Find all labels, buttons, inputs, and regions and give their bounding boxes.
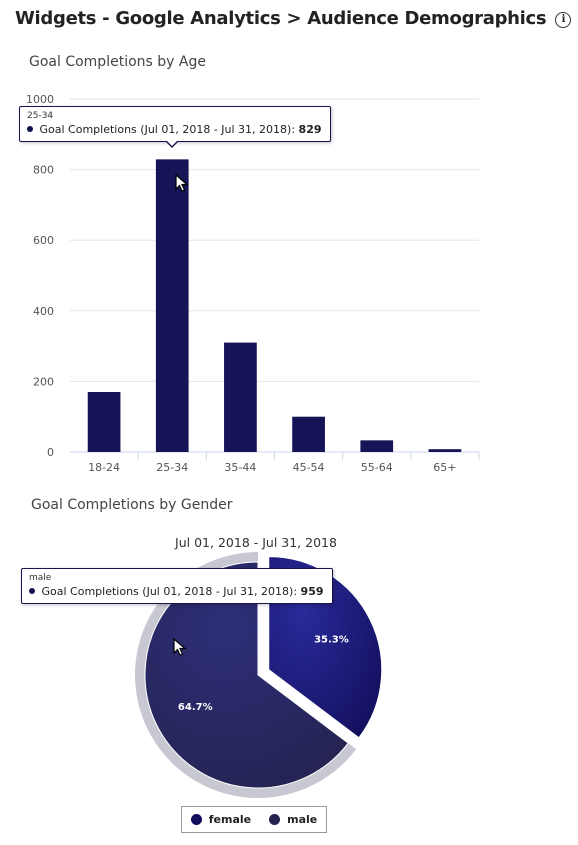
tooltip-series: Goal Completions (Jul 01, 2018 - Jul 31,…: [39, 123, 296, 136]
bar-55-64: [360, 440, 394, 452]
page-title: Widgets - Google Analytics > Audience De…: [15, 8, 572, 29]
bar-18-24: [87, 391, 121, 452]
y-tick-label: 200: [33, 375, 54, 388]
gender-chart-title: Goal Completions by Gender: [31, 497, 233, 513]
legend-item-male[interactable]: male: [269, 813, 317, 826]
age-chart-tooltip: 25-34 Goal Completions (Jul 01, 2018 - J…: [19, 106, 331, 148]
y-tick-label: 600: [33, 234, 54, 247]
page-title-text: Widgets - Google Analytics > Audience De…: [15, 8, 547, 29]
tooltip-series: Goal Completions (Jul 01, 2018 - Jul 31,…: [41, 585, 298, 598]
bar-25-34: [155, 159, 189, 452]
age-chart-title: Goal Completions by Age: [29, 54, 206, 70]
legend-label-female: female: [208, 813, 252, 826]
slice-label-female: 35.3%: [314, 634, 349, 645]
gender-chart-subtitle: Jul 01, 2018 - Jul 31, 2018: [175, 535, 337, 550]
x-tick-label: 45-54: [293, 461, 325, 474]
x-tick-label: 25-34: [156, 461, 188, 474]
gender-legend: female male: [181, 806, 327, 833]
tooltip-value: 829: [298, 123, 322, 136]
tooltip-category: male: [29, 573, 52, 583]
tooltip-category: 25-34: [27, 111, 54, 121]
x-tick-label: 65+: [433, 461, 456, 474]
tooltip-series-dot: [29, 588, 35, 594]
x-tick-label: 55-64: [361, 461, 393, 474]
tooltip-pointer: [165, 140, 179, 148]
tooltip-series-dot: [27, 126, 33, 132]
slice-label-male: 64.7%: [178, 702, 213, 713]
bar-65+: [428, 449, 462, 452]
y-tick-label: 400: [33, 305, 54, 318]
mouse-cursor-icon: [173, 638, 187, 656]
legend-label-male: male: [287, 813, 318, 826]
age-bar-chart: 0 200 400 600 800 1000 18-24 25-34 35-44 45-54 55-…: [26, 93, 480, 474]
info-icon[interactable]: i: [555, 12, 572, 28]
tooltip-value: 959: [300, 585, 324, 598]
x-tick-label: 35-44: [224, 461, 256, 474]
y-tick-label: 0: [47, 446, 54, 459]
bar-45-54: [292, 416, 325, 452]
bar-35-44: [224, 342, 257, 452]
x-tick-label: 18-24: [88, 461, 120, 474]
mouse-cursor-icon: [175, 174, 189, 192]
legend-item-female[interactable]: female: [190, 813, 252, 826]
legend-dot-female: [190, 814, 202, 825]
y-tick-label: 800: [33, 164, 54, 177]
legend-dot-male: [269, 814, 281, 825]
y-tick-label: 1000: [26, 93, 54, 106]
gender-chart-tooltip: male Goal Completions (Jul 01, 2018 - Ju…: [21, 568, 333, 604]
